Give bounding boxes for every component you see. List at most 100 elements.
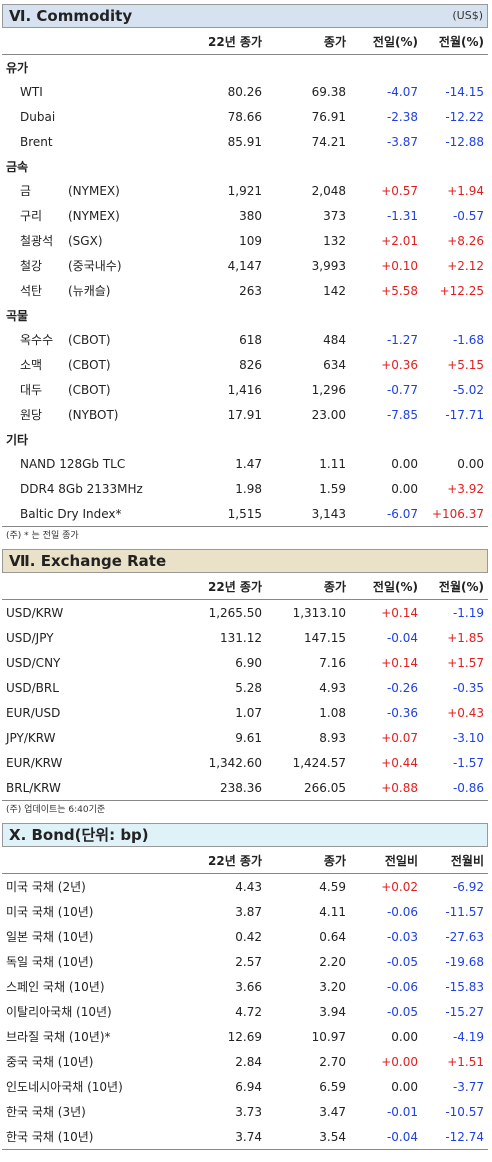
- monthly-change: -11.57: [445, 904, 484, 919]
- prev-year-close: 1,921: [227, 183, 262, 198]
- row-label: 일본 국채 (10년): [2, 928, 188, 945]
- close-value: 3.94: [319, 1004, 346, 1019]
- table-row: JPY/KRW 9.61 8.93 +0.07 -3.10: [2, 725, 488, 750]
- close-value: 3,993: [311, 258, 346, 273]
- row-label: BRL/KRW: [2, 781, 188, 795]
- daily-change: -0.04: [386, 1129, 418, 1144]
- close-value: 1,424.57: [292, 755, 346, 770]
- close-value: 6.59: [319, 1079, 346, 1094]
- column-header: 22년 종가: [208, 853, 262, 868]
- prev-year-close: 1,515: [227, 506, 262, 521]
- prev-year-close: 4,147: [227, 258, 262, 273]
- section-title: Ⅵ. Commodity: [9, 7, 133, 25]
- daily-change: -0.05: [386, 954, 418, 969]
- row-label: Dubai: [2, 110, 188, 124]
- table-row: Baltic Dry Index* 1,515 3,143 -6.07 +106.37: [2, 501, 488, 526]
- row-label: DDR4 8Gb 2133MHz: [2, 482, 188, 496]
- item-name: 석탄: [20, 284, 43, 298]
- prev-year-close: 131.12: [220, 630, 262, 645]
- close-value: 142: [323, 283, 346, 298]
- table-row: 스페인 국채 (10년) 3.66 3.20 -0.06 -15.83: [2, 974, 488, 999]
- monthly-change: -1.57: [452, 755, 484, 770]
- monthly-change: +106.37: [431, 506, 484, 521]
- table-row: 철강 (중국내수) 4,147 3,993 +0.10 +2.12: [2, 253, 488, 278]
- prev-year-close: 3.74: [235, 1129, 262, 1144]
- table-row: 금 (NYMEX) 1,921 2,048 +0.57 +1.94: [2, 178, 488, 203]
- column-header: 전월비: [450, 853, 484, 868]
- category-label: 금속: [6, 159, 29, 174]
- close-value: 76.91: [311, 109, 346, 124]
- item-exchange: (CBOT): [68, 383, 111, 397]
- table-row: 옥수수 (CBOT) 618 484 -1.27 -1.68: [2, 327, 488, 352]
- table-row: 대두 (CBOT) 1,416 1,296 -0.77 -5.02: [2, 377, 488, 402]
- row-label: 독일 국채 (10년): [2, 953, 188, 970]
- close-value: 7.16: [319, 655, 346, 670]
- monthly-change: -4.19: [452, 1029, 484, 1044]
- close-value: 2,048: [311, 183, 346, 198]
- daily-change: +2.01: [381, 233, 418, 248]
- daily-change: -0.04: [386, 630, 418, 645]
- prev-year-close: 3.73: [235, 1104, 262, 1119]
- row-label: Brent: [2, 135, 188, 149]
- daily-change: -0.77: [386, 382, 418, 397]
- item-name: 스페인 국채 (10년): [6, 980, 105, 994]
- item-name: 일본 국채 (10년): [6, 930, 94, 944]
- prev-year-close: 263: [239, 283, 262, 298]
- table-row: 인도네시아국채 (10년) 6.94 6.59 0.00 -3.77: [2, 1074, 488, 1099]
- daily-change: -1.27: [386, 332, 418, 347]
- unit-label: (US$): [452, 9, 483, 22]
- table-row: 석탄 (뉴캐슬) 263 142 +5.58 +12.25: [2, 278, 488, 303]
- row-label: USD/BRL: [2, 681, 188, 695]
- column-header: 전월(%): [438, 34, 484, 49]
- table-row: USD/BRL 5.28 4.93 -0.26 -0.35: [2, 675, 488, 700]
- monthly-change: -3.77: [452, 1079, 484, 1094]
- item-name: DDR4 8Gb 2133MHz: [20, 481, 143, 496]
- column-header-row: 22년 종가 종가 전일(%) 전월(%): [2, 28, 488, 55]
- close-value: 373: [323, 208, 346, 223]
- daily-change: -0.05: [386, 1004, 418, 1019]
- monthly-change: +1.85: [447, 630, 484, 645]
- monthly-change: -0.86: [452, 780, 484, 795]
- monthly-change: +1.57: [447, 655, 484, 670]
- column-header: 전월(%): [438, 579, 484, 594]
- column-header: 종가: [323, 579, 346, 594]
- bond-title-bar: X. Bond(단위: bp): [2, 823, 488, 847]
- prev-year-close: 6.94: [235, 1079, 262, 1094]
- row-label: 중국 국채 (10년): [2, 1053, 188, 1070]
- row-label: 브라질 국채 (10년)*: [2, 1028, 188, 1045]
- item-name: 철강: [20, 259, 43, 273]
- row-label: 대두 (CBOT): [2, 381, 188, 398]
- item-exchange: (SGX): [68, 234, 103, 248]
- close-value: 8.93: [319, 730, 346, 745]
- column-header-row: 22년 종가 종가 전일(%) 전월(%): [2, 573, 488, 600]
- monthly-change: -5.02: [452, 382, 484, 397]
- monthly-change: -3.10: [452, 730, 484, 745]
- close-value: 3.20: [319, 979, 346, 994]
- table-row: DDR4 8Gb 2133MHz 1.98 1.59 0.00 +3.92: [2, 476, 488, 501]
- table-row: 중국 국채 (10년) 2.84 2.70 +0.00 +1.51: [2, 1049, 488, 1074]
- prev-year-close: 6.90: [235, 655, 262, 670]
- row-label: 미국 국채 (10년): [2, 903, 188, 920]
- monthly-change: -15.27: [445, 1004, 484, 1019]
- bond-section: X. Bond(단위: bp) 22년 종가 종가 전일비 전월비 미국 국채 …: [2, 823, 488, 1150]
- item-name: 옥수수: [20, 333, 54, 347]
- monthly-change: -12.74: [445, 1129, 484, 1144]
- daily-change: -0.03: [386, 929, 418, 944]
- monthly-change: +0.43: [447, 705, 484, 720]
- prev-year-close: 85.91: [227, 134, 262, 149]
- close-value: 1.08: [319, 705, 346, 720]
- prev-year-close: 4.43: [235, 879, 262, 894]
- monthly-change: -0.57: [452, 208, 484, 223]
- table-bottom-rule: [2, 1149, 488, 1150]
- row-label: 스페인 국채 (10년): [2, 978, 188, 995]
- prev-year-close: 380: [239, 208, 262, 223]
- daily-change: +0.36: [381, 357, 418, 372]
- daily-change: +0.07: [381, 730, 418, 745]
- prev-year-close: 12.69: [227, 1029, 262, 1044]
- item-name: USD/BRL: [6, 680, 59, 695]
- close-value: 3.47: [319, 1104, 346, 1119]
- monthly-change: +5.15: [447, 357, 484, 372]
- row-label: 석탄 (뉴캐슬): [2, 282, 188, 299]
- item-name: BRL/KRW: [6, 780, 61, 795]
- table-row: 한국 국채 (10년) 3.74 3.54 -0.04 -12.74: [2, 1124, 488, 1149]
